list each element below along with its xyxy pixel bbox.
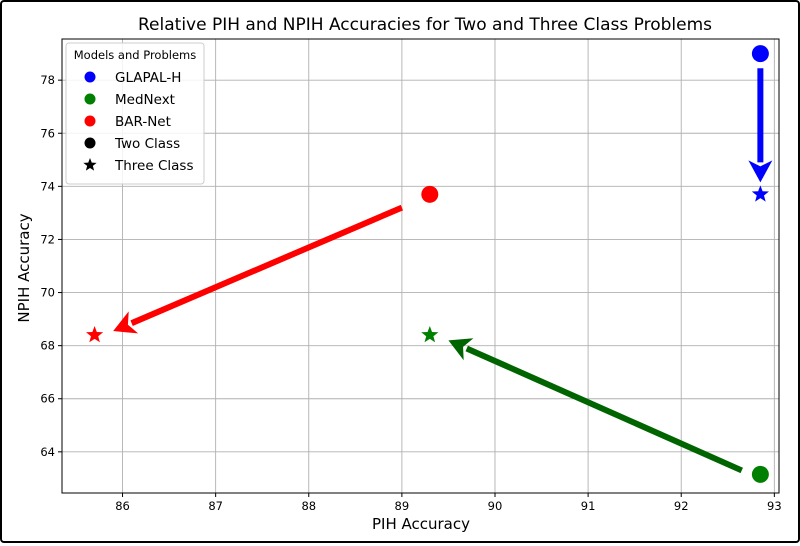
chart-title: Relative PIH and NPIH Accuracies for Two… <box>138 15 712 35</box>
y-tick-label: 64 <box>40 445 55 459</box>
x-tick-label: 90 <box>488 499 503 513</box>
x-tick-label: 92 <box>674 499 689 513</box>
legend-entry: GLAPAL-H <box>84 70 181 86</box>
legend-label: GLAPAL-H <box>115 70 181 86</box>
y-tick-label: 76 <box>40 126 55 140</box>
legend-entry: BAR-Net <box>84 114 171 130</box>
x-tick-label: 88 <box>301 499 316 513</box>
y-tick-label: 68 <box>40 339 55 353</box>
legend-star-icon <box>83 158 97 171</box>
arrow-bar-net <box>113 204 404 334</box>
arrow-shaft <box>130 204 404 326</box>
arrow-glapal-h <box>748 68 773 183</box>
arrows <box>113 68 773 474</box>
legend-entry: MedNext <box>84 92 175 108</box>
legend: Models and Problems GLAPAL-H MedNext BAR-N… <box>65 42 205 185</box>
x-tick-label: 87 <box>208 499 223 513</box>
marker-mednext-two-class <box>751 465 769 483</box>
legend-dot-icon <box>84 71 96 83</box>
legend-dot-icon <box>84 93 96 105</box>
x-tick-label: 91 <box>581 499 596 513</box>
arrow-head <box>448 338 474 361</box>
legend-label: Two Class <box>114 136 180 152</box>
arrow-shaft <box>465 345 743 474</box>
plot-area-border <box>61 38 780 494</box>
y-tick-label: 74 <box>40 179 55 193</box>
legend-dot-icon <box>84 137 96 149</box>
legend-label: Three Class <box>114 158 193 174</box>
marker-bar-net-two-class <box>421 185 439 203</box>
x-tick-label: 93 <box>767 499 782 513</box>
legend-box <box>65 42 205 185</box>
axis-ticks: 86 87 88 89 90 91 92 93 64 66 68 70 72 74 76 78 <box>40 73 781 513</box>
y-tick-label: 70 <box>40 286 55 300</box>
y-tick-label: 72 <box>40 232 55 246</box>
y-tick-label: 66 <box>40 392 55 406</box>
marker-bar-net-three-class <box>86 326 104 343</box>
legend-entries: GLAPAL-H MedNext BAR-Net Two Class Three Cla… <box>83 70 193 174</box>
y-tick-label: 78 <box>40 73 55 87</box>
data-markers <box>86 45 769 483</box>
y-axis-label: NPIH Accuracy <box>15 213 33 322</box>
grid-lines <box>62 39 779 493</box>
legend-dot-icon <box>84 115 96 127</box>
legend-entry: Two Class <box>84 136 180 152</box>
marker-glapal-h-three-class <box>751 185 769 202</box>
x-tick-label: 86 <box>115 499 130 513</box>
x-axis-label: PIH Accuracy <box>372 515 470 533</box>
legend-label: MedNext <box>115 92 175 108</box>
arrow-mednext <box>448 338 743 474</box>
marker-mednext-three-class <box>421 326 439 343</box>
marker-glapal-h-two-class <box>751 45 769 63</box>
arrow-head <box>748 160 773 183</box>
arrow-head <box>113 311 139 334</box>
x-tick-label: 89 <box>395 499 410 513</box>
legend-entry: Three Class <box>83 158 193 174</box>
legend-title: Models and Problems <box>74 48 196 62</box>
legend-label: BAR-Net <box>115 114 171 130</box>
